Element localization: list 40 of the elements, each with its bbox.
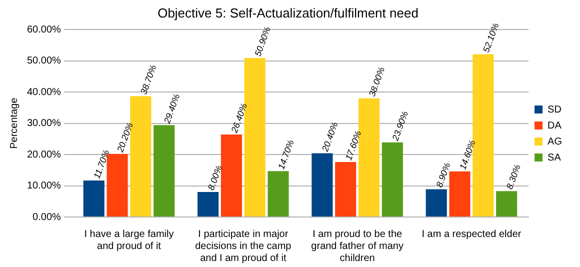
x-tick-label: I am a respected elder xyxy=(422,228,522,240)
y-axis-title: Percentage xyxy=(8,97,20,149)
y-tick-label: 20.00% xyxy=(26,149,62,160)
data-label: 8.30% xyxy=(504,163,523,191)
data-label: 20.40% xyxy=(320,120,340,154)
y-tick-label: 30.00% xyxy=(26,118,62,130)
y-tick-label: 50.00% xyxy=(26,56,62,67)
x-tick-label: I am proud to be the grand father of many children xyxy=(311,228,404,264)
y-tick-label: 60.00% xyxy=(26,24,62,36)
bar xyxy=(154,125,175,216)
legend-label: SD xyxy=(548,104,562,116)
bar xyxy=(220,134,242,216)
bar xyxy=(312,153,333,216)
legend-label: DA xyxy=(548,120,562,132)
bar xyxy=(198,192,219,216)
bar xyxy=(382,142,403,216)
bar xyxy=(83,180,104,216)
bar xyxy=(496,191,518,216)
chart-title: Objective 5: Self-Actualization/fulfilment need xyxy=(158,5,418,20)
legend-label: AG xyxy=(548,136,562,148)
x-tick-label: I have a large family and proud of it xyxy=(84,228,174,252)
data-label: 29.40% xyxy=(162,92,182,126)
data-label: 8.00% xyxy=(206,164,224,192)
bar xyxy=(426,189,447,216)
data-label: 38.70% xyxy=(138,64,158,96)
data-label: 14.60% xyxy=(458,138,478,171)
data-label: 17.60% xyxy=(343,130,364,162)
x-tick-label: I participate in major decisions in the camp and I am proud of it xyxy=(195,228,292,264)
data-label: 20.20% xyxy=(114,121,135,154)
data-label: 14.70% xyxy=(276,138,296,171)
bar xyxy=(449,171,470,216)
legend-label: SA xyxy=(548,152,562,164)
data-label: 8.90% xyxy=(434,161,452,189)
y-tick-label: 0.00% xyxy=(32,212,62,223)
bar xyxy=(268,171,289,216)
bar xyxy=(335,162,356,216)
data-label: 50.90% xyxy=(252,25,273,58)
y-tick-label: 10.00% xyxy=(26,180,62,192)
data-label: 11.70% xyxy=(92,148,112,180)
y-tick-label: 40.00% xyxy=(26,86,62,98)
